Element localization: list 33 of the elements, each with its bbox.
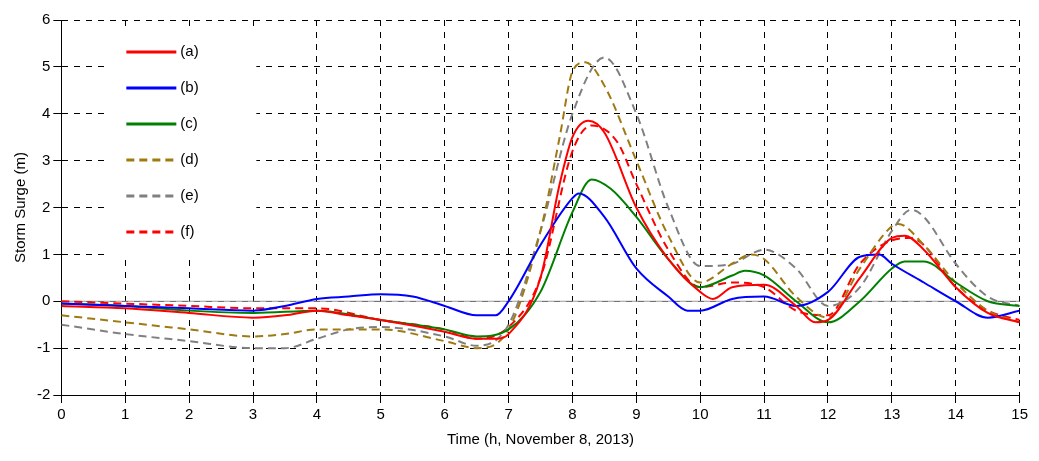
legend-label: (b)	[180, 78, 199, 96]
x-tick-label: 0	[57, 405, 66, 423]
legend-label: (a)	[180, 42, 199, 60]
x-tick-label: 14	[947, 405, 965, 423]
x-tick-label: 5	[376, 405, 385, 423]
y-tick-label: 4	[41, 103, 51, 121]
x-tick-label: 15	[1011, 405, 1028, 423]
x-tick-label: 12	[819, 405, 837, 423]
legend-label: (e)	[180, 186, 199, 204]
legend-label: (c)	[180, 114, 198, 132]
y-tick-label: 5	[41, 57, 51, 75]
y-axis-title: Storm Surge (m)	[11, 152, 29, 263]
y-tick-label: 3	[41, 150, 51, 168]
x-tick-label: 6	[440, 405, 449, 423]
x-tick-label: 4	[312, 405, 322, 423]
y-tick-label: 0	[41, 291, 51, 309]
legend-label: (d)	[180, 150, 199, 168]
y-tick-label: 2	[41, 197, 51, 215]
y-tick-label: 6	[41, 10, 51, 28]
x-tick-label: 2	[184, 405, 194, 423]
x-tick-label: 3	[248, 405, 258, 423]
x-tick-label: 8	[568, 405, 577, 423]
x-tick-label: 7	[504, 405, 513, 423]
y-tick-label: -1	[36, 338, 51, 356]
x-tick-label: 9	[632, 405, 641, 423]
y-tick-label: -2	[36, 385, 51, 403]
y-tick-label: 1	[41, 244, 51, 262]
x-tick-label: 1	[121, 405, 130, 423]
x-tick-label: 13	[883, 405, 901, 423]
legend-label: (f)	[180, 222, 195, 240]
x-axis-title: Time (h, November 8, 2013)	[446, 430, 635, 448]
x-tick-label: 11	[756, 405, 772, 423]
x-tick-label: 10	[691, 405, 709, 423]
